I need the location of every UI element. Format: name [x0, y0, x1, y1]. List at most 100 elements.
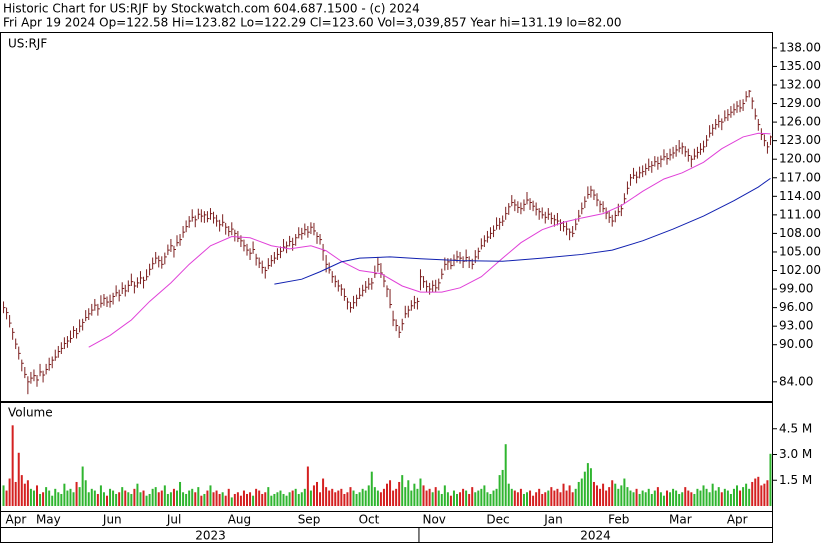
volume-bar — [8, 478, 11, 506]
volume-bar — [246, 493, 248, 506]
volume-bar — [495, 488, 498, 506]
volume-bar — [252, 495, 255, 506]
volume-bar — [221, 492, 224, 506]
volume-bar — [20, 475, 23, 506]
month-label: Mar — [669, 513, 692, 527]
volume-bar — [452, 490, 455, 506]
volume-bar — [102, 492, 105, 506]
y-tick-label: 93.00 — [779, 319, 813, 333]
volume-bar — [428, 488, 431, 506]
volume-bar — [644, 492, 647, 506]
volume-bar — [650, 493, 653, 506]
volume-bar — [535, 492, 538, 506]
volume-bar — [72, 492, 75, 506]
volume-bar — [434, 487, 437, 506]
volume-bar — [26, 480, 29, 506]
y-tick-label: 4.5 M — [779, 421, 812, 435]
volume-bar — [583, 471, 586, 506]
month-label: Apr — [727, 513, 748, 527]
volume-bar — [306, 466, 309, 506]
volume-bar — [574, 488, 577, 506]
volume-bar — [407, 480, 410, 506]
volume-bar — [742, 487, 745, 506]
volume-bar — [580, 478, 583, 506]
volume-bar — [99, 485, 102, 506]
volume-bar — [404, 487, 407, 506]
volume-bar — [553, 490, 556, 506]
volume-bar — [194, 492, 197, 506]
volume-bar — [270, 495, 273, 506]
volume-bar — [17, 452, 20, 506]
volume-bar — [760, 485, 763, 506]
volume-bar — [501, 469, 504, 506]
volume-bar — [249, 492, 252, 506]
volume-bar — [358, 492, 361, 506]
volume-bar — [538, 488, 541, 506]
volume-bar — [242, 490, 245, 506]
volume-bar — [717, 487, 720, 506]
volume-bar — [291, 490, 294, 506]
symbol-label: US:RJF — [8, 37, 47, 51]
volume-bar — [556, 488, 559, 506]
volume-bar — [121, 487, 124, 506]
volume-bar — [273, 493, 276, 506]
y-tick-label: 129.00 — [779, 96, 821, 110]
volume-bar — [106, 495, 108, 506]
volume-bar — [346, 492, 349, 506]
volume-bar — [322, 478, 325, 506]
volume-bar — [440, 493, 443, 506]
volume-bar — [297, 493, 300, 506]
year-label: 2023 — [195, 529, 226, 543]
volume-bar — [696, 488, 699, 506]
volume-bar — [547, 490, 550, 506]
y-tick-label: 111.00 — [779, 207, 821, 221]
volume-bar — [462, 488, 465, 506]
volume-bar — [498, 475, 501, 506]
month-label: Jul — [166, 513, 181, 527]
volume-bar — [596, 485, 598, 506]
volume-bar — [303, 488, 306, 506]
volume-bar — [410, 490, 413, 506]
volume-bar — [352, 490, 355, 506]
volume-bar — [620, 485, 623, 506]
volume-bar — [599, 488, 602, 506]
volume-bar — [370, 471, 373, 506]
month-label: Sep — [298, 513, 321, 527]
volume-bar — [386, 483, 388, 506]
volume-bar — [519, 488, 522, 506]
volume-bar — [215, 490, 218, 506]
month-label: Feb — [608, 513, 629, 527]
volume-bar — [2, 485, 5, 506]
volume-bar — [589, 468, 592, 506]
volume-bar — [489, 493, 492, 506]
volume-bar — [659, 492, 662, 506]
volume-bar — [516, 492, 519, 506]
volume-bar — [160, 490, 163, 506]
volume-bar — [133, 488, 136, 506]
y-tick-label: 138.00 — [779, 40, 821, 54]
volume-bar — [492, 490, 495, 506]
volume-bar — [623, 478, 626, 506]
volume-bar — [714, 490, 717, 506]
volume-bar — [154, 487, 157, 506]
volume-bar — [684, 487, 687, 506]
volume-bar — [230, 497, 233, 506]
volume-bar — [373, 487, 376, 506]
volume-bar — [355, 493, 358, 506]
volume-bar — [766, 480, 769, 506]
volume-bar — [376, 490, 379, 506]
volume-bar — [392, 490, 395, 506]
volume-bar — [261, 493, 264, 506]
volume-bar — [197, 487, 200, 506]
volume-bar — [209, 485, 212, 506]
volume-bar — [544, 492, 547, 506]
y-tick-label: 123.00 — [779, 133, 821, 147]
volume-bar — [11, 425, 14, 506]
y-tick-label: 120.00 — [779, 152, 821, 166]
y-tick-label: 99.00 — [779, 282, 813, 296]
volume-bar — [349, 487, 352, 506]
volume-bar — [723, 488, 726, 506]
volume-bar — [471, 487, 474, 506]
volume-bar — [638, 493, 641, 506]
volume-bar — [419, 478, 422, 506]
